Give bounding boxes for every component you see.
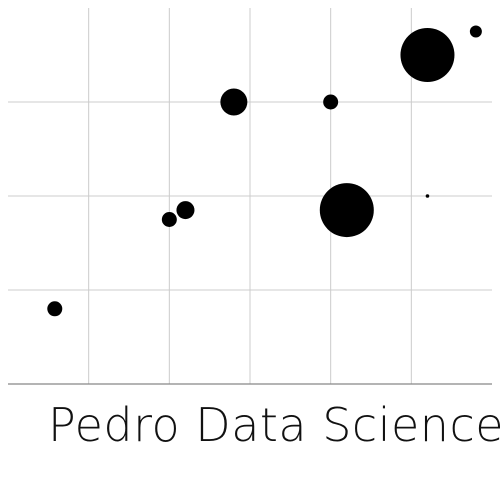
scatter-point bbox=[425, 194, 430, 198]
scatter-point bbox=[220, 88, 248, 116]
scatter-point bbox=[319, 183, 374, 238]
scatter-point bbox=[323, 94, 339, 110]
brand-wordmark: Pedro Data Science bbox=[48, 398, 500, 452]
data-points bbox=[47, 25, 482, 317]
scatter-point bbox=[47, 301, 63, 317]
scatter-point bbox=[161, 212, 177, 227]
scatter-point bbox=[469, 25, 482, 38]
scatter-plot bbox=[8, 8, 492, 385]
scatter-point bbox=[400, 28, 455, 82]
scatter-point bbox=[176, 201, 195, 220]
